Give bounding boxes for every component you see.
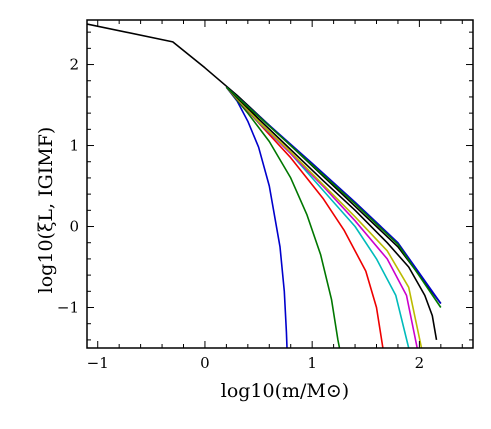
x-tick-label: 2 xyxy=(415,354,425,372)
y-tick-label: −1 xyxy=(57,299,79,317)
y-axis-label: log10(ξL, IGIMF) xyxy=(35,127,57,294)
y-tick-label: 1 xyxy=(69,137,79,155)
x-tick-label: 1 xyxy=(307,354,317,372)
x-tick-label: −1 xyxy=(87,354,109,372)
plot-frame xyxy=(86,19,474,349)
series-line-2 xyxy=(225,86,384,348)
series-line-9 xyxy=(225,86,442,308)
ticks-layer: −1 0 1 2 −1 0 1 2 xyxy=(57,20,473,372)
series-line-5 xyxy=(225,86,423,348)
series-layer xyxy=(87,23,442,348)
x-axis-label: log10(m/M⊙) xyxy=(221,380,349,402)
series-line-4 xyxy=(225,86,418,348)
y-tick-label: 2 xyxy=(69,56,79,74)
x-tick-label: 0 xyxy=(200,354,210,372)
series-line-0 xyxy=(225,86,288,348)
series-line-6 xyxy=(225,86,438,341)
y-tick-label: 0 xyxy=(69,218,79,236)
series-line-1 xyxy=(225,86,341,348)
series-line-3 xyxy=(225,86,410,348)
